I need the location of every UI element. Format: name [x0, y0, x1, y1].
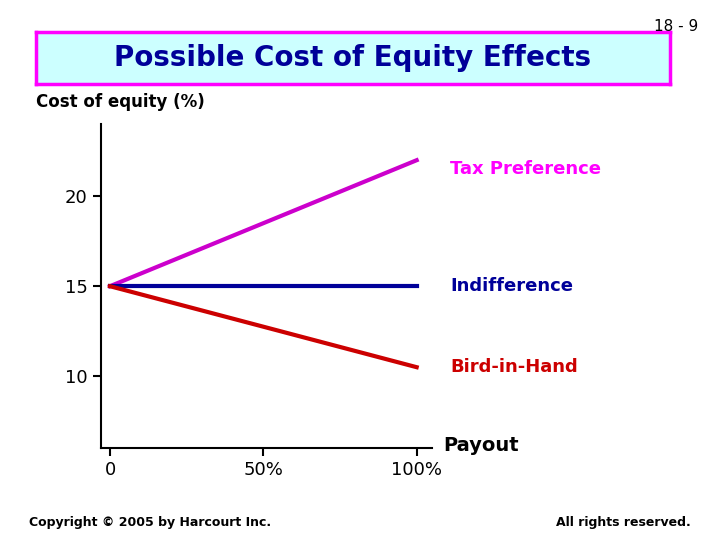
Text: Possible Cost of Equity Effects: Possible Cost of Equity Effects	[114, 44, 591, 72]
Text: Copyright © 2005 by Harcourt Inc.: Copyright © 2005 by Harcourt Inc.	[29, 516, 271, 529]
Text: Payout: Payout	[443, 436, 518, 455]
Text: All rights reserved.: All rights reserved.	[557, 516, 691, 529]
Text: Tax Preference: Tax Preference	[450, 160, 601, 178]
Text: Bird-in-Hand: Bird-in-Hand	[450, 358, 577, 376]
Text: 18 - 9: 18 - 9	[654, 19, 698, 34]
Text: Cost of equity (%): Cost of equity (%)	[36, 93, 204, 111]
Text: Indifference: Indifference	[450, 277, 573, 295]
